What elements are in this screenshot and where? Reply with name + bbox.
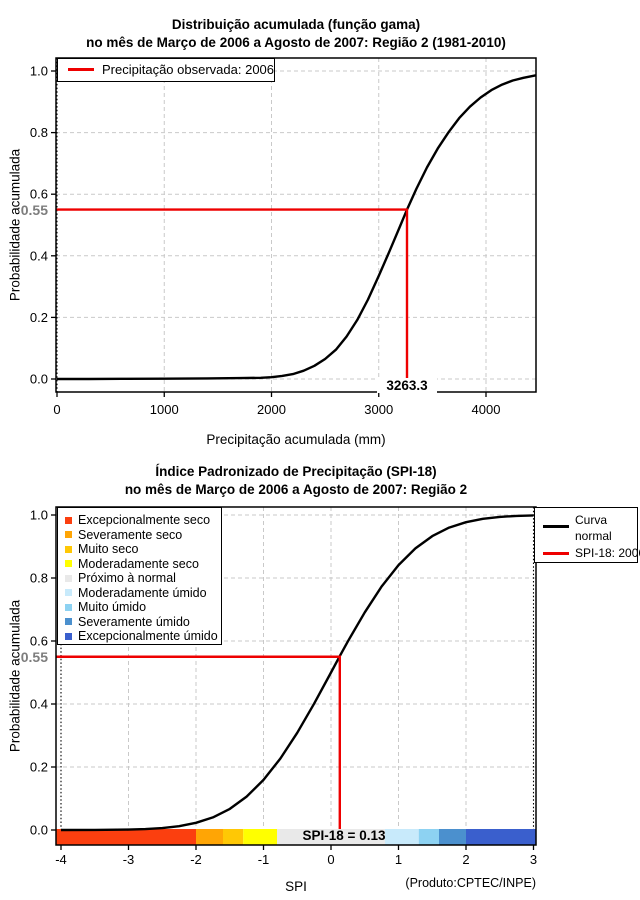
legend-label: Excepcionalmente úmido bbox=[78, 629, 218, 644]
legend-swatch bbox=[65, 560, 72, 568]
y-tick-label: 0.4 bbox=[30, 248, 48, 263]
x-tick-label: 2 bbox=[462, 852, 469, 867]
legend-swatch bbox=[65, 574, 72, 582]
legend-item: Severamente seco bbox=[58, 528, 221, 543]
legend-item: Muito úmido bbox=[58, 600, 221, 615]
y-tick-label: 0.4 bbox=[30, 697, 48, 712]
y-tick-label: 0.0 bbox=[30, 372, 48, 387]
x-tick-label: -2 bbox=[190, 852, 202, 867]
x-tick-label: 4000 bbox=[472, 402, 501, 417]
legend-item: Moderadamente seco bbox=[58, 557, 221, 572]
legend-label: Excepcionalmente seco bbox=[78, 513, 211, 528]
x-tick-label: 2000 bbox=[257, 402, 286, 417]
chart1-precip-callout: 3263.3 bbox=[377, 378, 437, 393]
chart1-highlight-line bbox=[56, 208, 409, 379]
legend-swatch bbox=[65, 603, 72, 611]
legend-item: Excepcionalmente úmido bbox=[58, 629, 221, 644]
x-tick-label: 1000 bbox=[150, 402, 179, 417]
chart2-axes: -4 -3 -2 -1 0 1 2 3 0.0 0.2 0.4 0.6 0.8 1.0 bbox=[30, 508, 537, 868]
chart1-title-line2: no mês de Março de 2006 a Agosto de 2007… bbox=[86, 35, 506, 50]
legend-item: Severamente úmido bbox=[58, 615, 221, 630]
x-tick-label: 3 bbox=[530, 852, 537, 867]
y-tick-label: 0.6 bbox=[30, 634, 48, 649]
curve-legend-line2: normal bbox=[575, 529, 612, 543]
chart2-x-axis-label: SPI bbox=[285, 879, 307, 894]
legend-swatch bbox=[65, 531, 72, 539]
x-tick-label: -4 bbox=[55, 852, 67, 867]
chart2-title-line2: no mês de Março de 2006 a Agosto de 2007… bbox=[124, 482, 468, 497]
x-tick-label: 3000 bbox=[364, 402, 393, 417]
chart1-y-axis-label: Probabilidade acumulada bbox=[7, 148, 23, 302]
credit-text: (Produto:CPTEC/INPE) bbox=[405, 876, 536, 890]
chart2-title-line1: Índice Padronizado de Precipitação (SPI-… bbox=[155, 464, 437, 479]
chart1-axes: 0 1000 2000 3000 4000 0.0 0.2 0.4 0.6 0.8 1.0 bbox=[30, 64, 501, 418]
chart1-gridlines bbox=[56, 58, 536, 392]
y-tick-label: 0.2 bbox=[30, 760, 48, 775]
y-tick-label: 0.2 bbox=[30, 310, 48, 325]
x-tick-label: 1 bbox=[395, 852, 402, 867]
chart1-x-axis-label: Precipitação acumulada (mm) bbox=[206, 432, 386, 447]
chart1-legend: Precipitação observada: 2006 bbox=[57, 58, 275, 82]
y-tick-label: 0.6 bbox=[30, 187, 48, 202]
x-tick-label: -3 bbox=[123, 852, 135, 867]
chart1-title-line1: Distribuição acumulada (função gama) bbox=[171, 17, 421, 32]
chart2-highlight-line bbox=[56, 655, 341, 829]
spi-colorbar bbox=[56, 829, 536, 845]
legend-swatch bbox=[65, 516, 72, 524]
legend-item: Excepcionalmente seco bbox=[58, 513, 221, 528]
legend-label: Moderadamente seco bbox=[78, 556, 199, 571]
legend-item: Moderadamente úmido bbox=[58, 586, 221, 601]
spi-2006-line-sample bbox=[543, 552, 569, 555]
chart1-prob-callout: 0.55 bbox=[20, 202, 48, 218]
normal-curve-line-sample bbox=[543, 525, 569, 528]
y-tick-label: 0.8 bbox=[30, 125, 48, 140]
legend-swatch bbox=[65, 632, 72, 640]
y-tick-label: 0.0 bbox=[30, 823, 48, 838]
chart2-y-axis-label: Probabilidade acumulada bbox=[7, 599, 23, 753]
chart2-prob-callout: 0.55 bbox=[20, 649, 48, 665]
legend-label: Muito úmido bbox=[78, 600, 147, 615]
y-tick-label: 1.0 bbox=[30, 508, 48, 523]
legend-label: Severamente seco bbox=[78, 527, 183, 542]
legend-swatch bbox=[65, 545, 72, 553]
legend-label: Muito seco bbox=[78, 542, 139, 557]
legend-label: Moderadamente úmido bbox=[78, 585, 207, 600]
legend-label: Severamente úmido bbox=[78, 614, 190, 629]
x-tick-label: -1 bbox=[258, 852, 270, 867]
legend-item: Próximo à normal bbox=[58, 571, 221, 586]
chart1-legend-label: Precipitação observada: 2006 bbox=[102, 62, 275, 77]
observed-precip-line-sample bbox=[68, 68, 94, 71]
x-tick-label: 0 bbox=[327, 852, 334, 867]
x-tick-label: 0 bbox=[53, 402, 60, 417]
spi-category-legend: Excepcionalmente seco Severamente seco Mui… bbox=[57, 507, 222, 645]
chart1-curve bbox=[57, 74, 537, 381]
chart1-plot-box bbox=[55, 57, 537, 393]
chart2-spi-callout: SPI-18 = 0.13 bbox=[302, 828, 386, 843]
y-tick-label: 0.8 bbox=[30, 571, 48, 586]
legend-item: Muito seco bbox=[58, 542, 221, 557]
chart2-curve bbox=[60, 514, 534, 832]
curve-legend-line3: SPI-18: 2006 bbox=[575, 546, 640, 560]
legend-label: Próximo à normal bbox=[78, 571, 176, 586]
curve-legend-line1: Curva bbox=[575, 513, 608, 527]
y-tick-label: 1.0 bbox=[30, 64, 48, 79]
legend-swatch bbox=[65, 589, 72, 597]
chart2-curve-legend: Curva normal SPI-18: 2006 bbox=[534, 507, 640, 563]
chart2-plot-box bbox=[55, 506, 537, 846]
legend-swatch bbox=[65, 618, 72, 626]
